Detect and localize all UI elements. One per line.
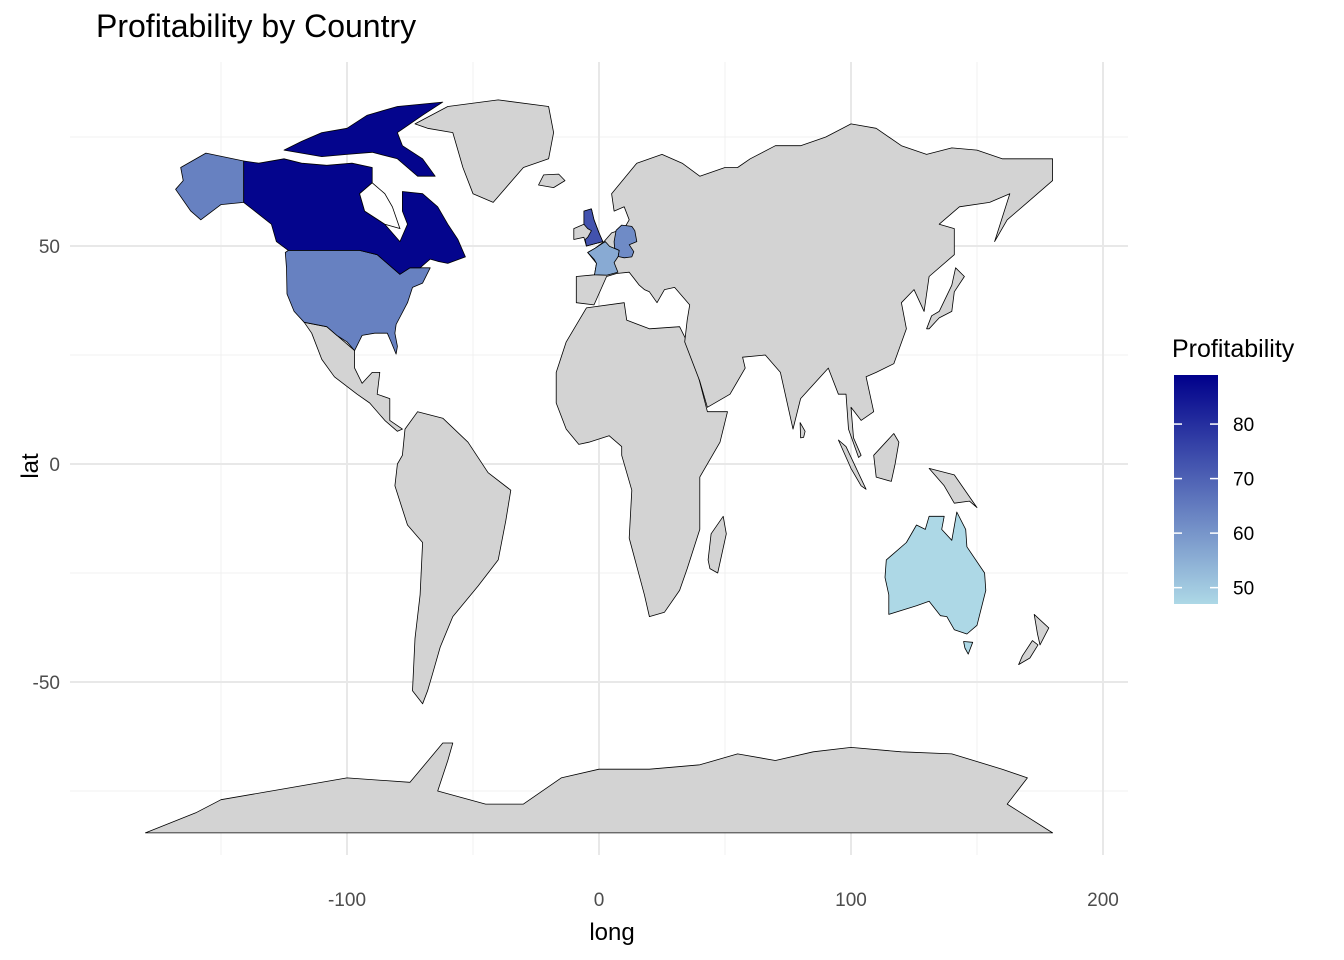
- land-japan: [926, 267, 965, 330]
- axes: -100 0 100 200 50 0 -50 long lat: [17, 237, 1119, 946]
- land-new-guinea: [928, 467, 978, 509]
- y-tick-label: -50: [33, 673, 60, 694]
- country-australia: [884, 511, 987, 635]
- y-tick-label: 0: [49, 455, 60, 476]
- x-axis-title: long: [589, 919, 634, 946]
- land-regions: [144, 99, 1053, 834]
- country-australia-tasmania: [963, 641, 974, 655]
- land-africa: [555, 302, 728, 617]
- land-eurasia: [575, 123, 1053, 458]
- land-new-zealand-south: [1018, 640, 1039, 665]
- legend-tick-label: 60: [1233, 524, 1254, 545]
- country-germany: [613, 224, 638, 259]
- chart-title: Profitability by Country: [96, 8, 417, 44]
- legend-title: Profitability: [1172, 335, 1295, 363]
- land-south-america: [394, 411, 512, 705]
- legend: Profitability 80 70 60 50: [1172, 335, 1295, 604]
- legend-tick-label: 80: [1233, 415, 1254, 436]
- land-sri-lanka: [799, 422, 806, 439]
- x-tick-label: 200: [1087, 890, 1119, 911]
- legend-colorbar: [1174, 375, 1218, 604]
- y-axis-title: lat: [17, 453, 44, 479]
- land-new-zealand-north: [1033, 614, 1050, 646]
- land-borneo: [873, 433, 900, 482]
- country-canada: [243, 158, 466, 275]
- land-mexico-central-america: [303, 321, 403, 432]
- land-greenland: [414, 99, 554, 203]
- country-canada-arctic-islands: [283, 101, 444, 177]
- country-uk: [583, 208, 604, 247]
- x-tick-label: 0: [594, 890, 605, 911]
- country-france: [587, 241, 620, 276]
- legend-tick-label: 50: [1233, 579, 1254, 600]
- land-sumatra: [838, 439, 867, 490]
- x-tick-label: 100: [835, 890, 867, 911]
- y-tick-label: 50: [39, 237, 60, 258]
- land-antarctica: [144, 742, 1053, 834]
- land-iceland: [538, 173, 566, 189]
- country-usa-alaska: [175, 152, 245, 221]
- x-tick-label: -100: [328, 890, 366, 911]
- legend-tick-label: 70: [1233, 470, 1254, 491]
- land-madagascar: [707, 515, 727, 574]
- hudson-bay: [359, 182, 401, 230]
